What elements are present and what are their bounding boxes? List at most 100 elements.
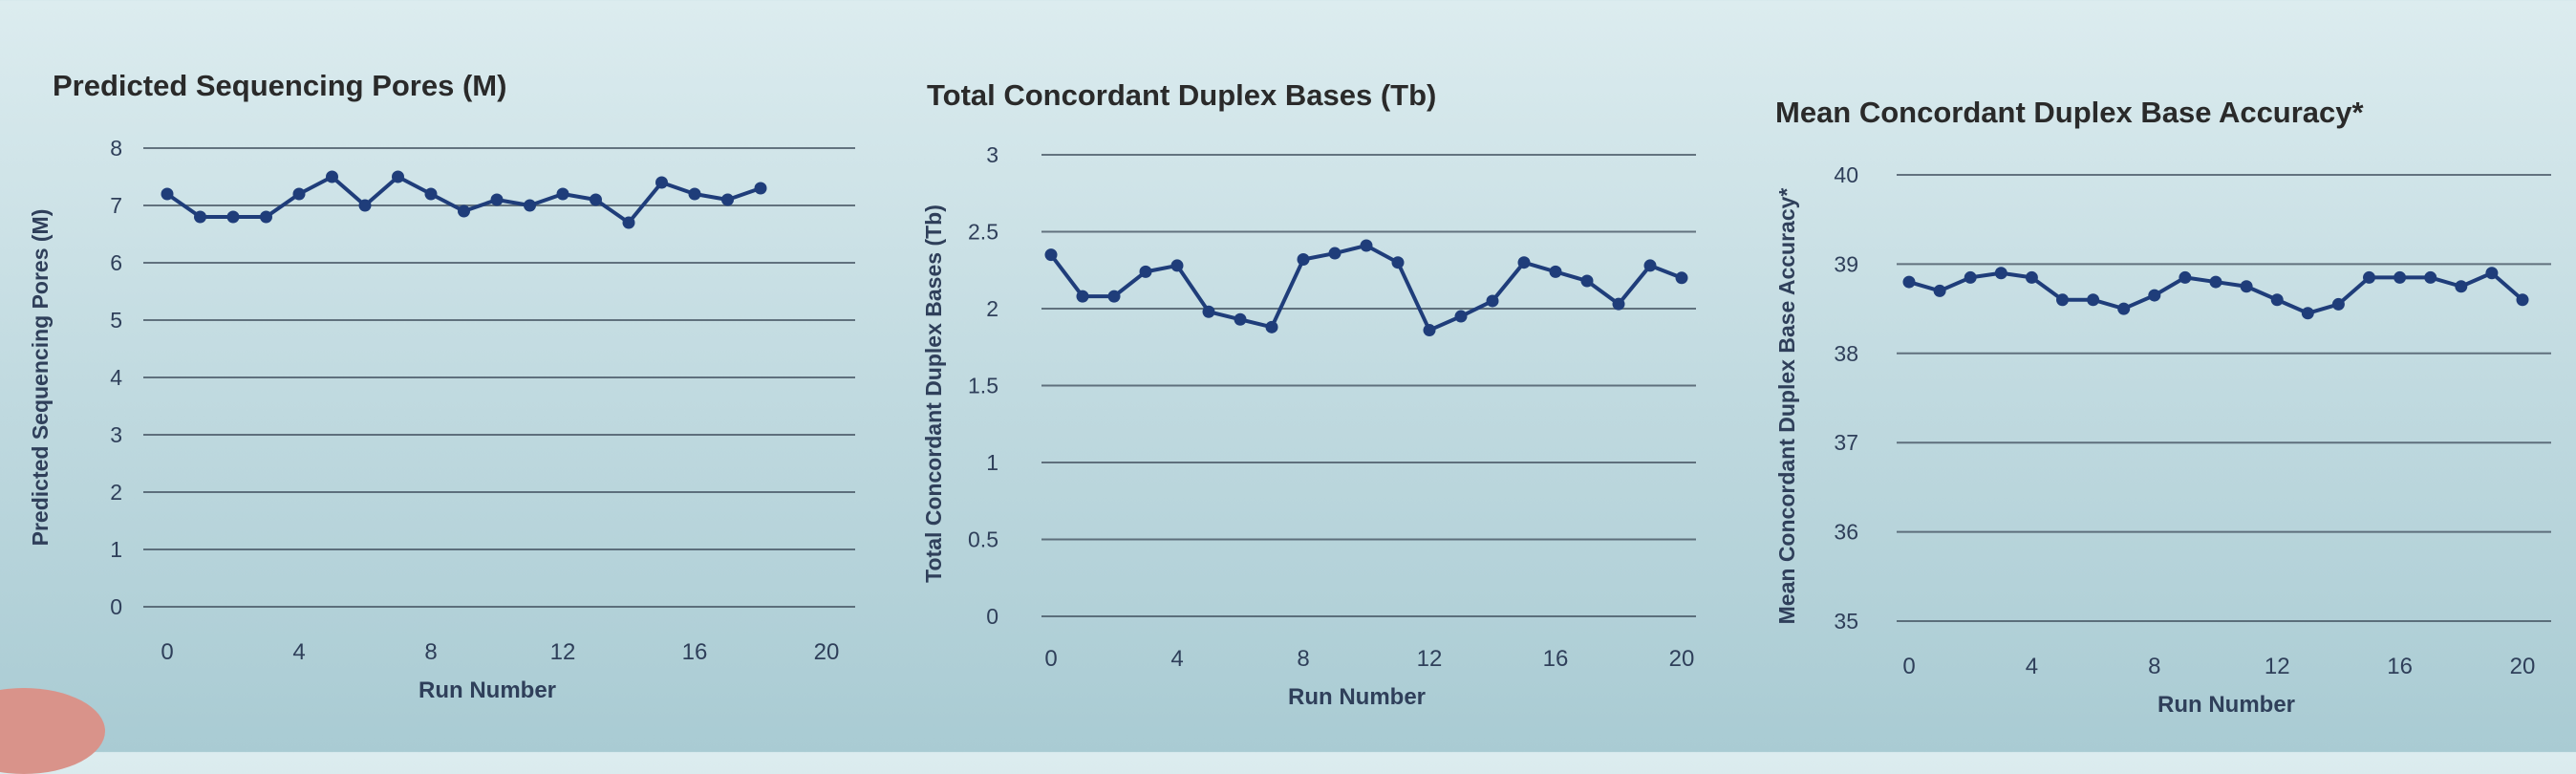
- y-tick-label: 3: [986, 142, 998, 167]
- data-point: [1139, 265, 1152, 278]
- x-tick-label: 16: [2387, 654, 2413, 679]
- data-point: [2056, 293, 2069, 307]
- chart-accuracy-xlabel: Run Number: [2157, 692, 2295, 718]
- data-point: [292, 187, 306, 201]
- x-tick-label: 20: [2510, 654, 2536, 679]
- y-tick-label: 1: [110, 537, 122, 562]
- y-tick-label: 8: [110, 136, 122, 161]
- data-point: [1044, 248, 1058, 262]
- data-point: [1517, 256, 1531, 269]
- chart-pores-gridlines: [143, 147, 855, 608]
- chart-pores-points: [161, 170, 767, 229]
- data-point: [260, 210, 272, 224]
- x-tick-label: 0: [1044, 646, 1057, 672]
- data-point: [1076, 290, 1089, 303]
- charts-canvas: Predicted Sequencing Pores (M) Predicted…: [28, 69, 2551, 718]
- data-point: [1549, 265, 1562, 278]
- x-tick-label: 20: [1669, 646, 1695, 672]
- chart-duplex-bases-title: Total Concordant Duplex Bases (Tb): [927, 78, 1436, 112]
- data-point: [392, 170, 404, 183]
- data-point: [1902, 275, 1916, 289]
- y-tick-label: 5: [110, 308, 122, 333]
- data-point: [556, 187, 569, 201]
- chart-duplex-bases: Total Concordant Duplex Bases (Tb) Total…: [921, 78, 1696, 710]
- data-point: [1328, 247, 1342, 260]
- chart-accuracy-gridlines: [1897, 174, 2551, 622]
- chart-duplex-bases-series-line: [1049, 243, 1683, 333]
- x-tick-label: 4: [292, 639, 305, 665]
- data-point: [2331, 297, 2345, 311]
- chart-duplex-bases-xlabel: Run Number: [1288, 684, 1426, 710]
- data-point: [2394, 270, 2407, 284]
- y-tick-label: 37: [1834, 430, 1858, 455]
- data-point: [2087, 293, 2100, 307]
- data-point: [326, 170, 338, 183]
- data-point: [1994, 267, 2007, 280]
- x-tick-label: 8: [1297, 646, 1309, 672]
- y-tick-label: 6: [110, 250, 122, 275]
- data-point: [1297, 252, 1310, 266]
- data-point: [2117, 302, 2131, 315]
- data-point: [754, 182, 767, 195]
- data-point: [2485, 267, 2499, 280]
- chart-accuracy-points: [1902, 267, 2529, 320]
- x-tick-label: 12: [1417, 646, 1443, 672]
- data-point: [1486, 294, 1499, 308]
- data-point: [2270, 293, 2284, 307]
- data-point: [1202, 305, 1215, 318]
- data-point: [490, 193, 504, 206]
- chart-pores-x-ticks: 0 4 8 12 16 20: [161, 639, 839, 665]
- data-point: [2363, 270, 2375, 284]
- data-point: [721, 193, 734, 206]
- data-point: [2209, 275, 2222, 289]
- data-point: [1454, 310, 1468, 323]
- x-tick-label: 0: [1902, 654, 1915, 679]
- data-point: [1234, 312, 1247, 326]
- chart-pores-y-ticks: 0 1 2 3 4 5 6 7 8: [110, 136, 122, 619]
- data-point: [458, 204, 470, 218]
- chart-pores: Predicted Sequencing Pores (M) Predicted…: [28, 69, 855, 703]
- chart-accuracy-x-ticks: 0 4 8 12 16 20: [1902, 654, 2535, 679]
- data-point: [1423, 324, 1436, 337]
- y-tick-label: 7: [110, 193, 122, 218]
- data-point: [1170, 259, 1184, 272]
- y-tick-label: 2: [986, 296, 998, 321]
- y-tick-label: 40: [1834, 162, 1858, 187]
- data-point: [524, 199, 536, 212]
- chart-accuracy-title: Mean Concordant Duplex Base Accuracy*: [1775, 96, 2365, 129]
- data-point: [424, 187, 438, 201]
- data-point: [194, 210, 206, 224]
- data-point: [1675, 271, 1688, 285]
- x-tick-label: 4: [1170, 646, 1183, 672]
- x-tick-label: 4: [2026, 654, 2038, 679]
- y-tick-label: 35: [1834, 609, 1858, 634]
- data-point: [1933, 284, 1946, 297]
- data-point: [1580, 274, 1594, 288]
- chart-pores-ylabel: Predicted Sequencing Pores (M): [28, 209, 53, 547]
- y-tick-label: 38: [1834, 341, 1858, 366]
- chart-accuracy-y-ticks: 35 36 37 38 39 40: [1834, 162, 1858, 634]
- data-point: [2455, 280, 2468, 293]
- data-point: [226, 210, 240, 224]
- y-tick-label: 2: [110, 480, 122, 505]
- chart-pores-title: Predicted Sequencing Pores (M): [53, 69, 506, 102]
- data-point: [1360, 239, 1373, 252]
- data-point: [2424, 270, 2437, 284]
- data-point: [2025, 270, 2038, 284]
- data-point: [2240, 280, 2253, 293]
- chart-duplex-bases-ylabel: Total Concordant Duplex Bases (Tb): [921, 204, 946, 583]
- x-tick-label: 16: [682, 639, 708, 665]
- data-point: [161, 187, 174, 201]
- x-tick-label: 20: [814, 639, 840, 665]
- y-tick-label: 1: [986, 450, 998, 475]
- y-tick-label: 1.5: [968, 374, 998, 398]
- chart-duplex-bases-x-ticks: 0 4 8 12 16 20: [1044, 646, 1694, 672]
- data-point: [1265, 320, 1278, 333]
- data-point: [622, 216, 635, 229]
- y-tick-label: 0: [986, 604, 998, 629]
- y-tick-label: 3: [110, 422, 122, 447]
- y-tick-label: 4: [110, 365, 122, 390]
- data-point: [590, 193, 602, 206]
- data-point: [2301, 307, 2314, 320]
- y-tick-label: 2.5: [968, 220, 998, 245]
